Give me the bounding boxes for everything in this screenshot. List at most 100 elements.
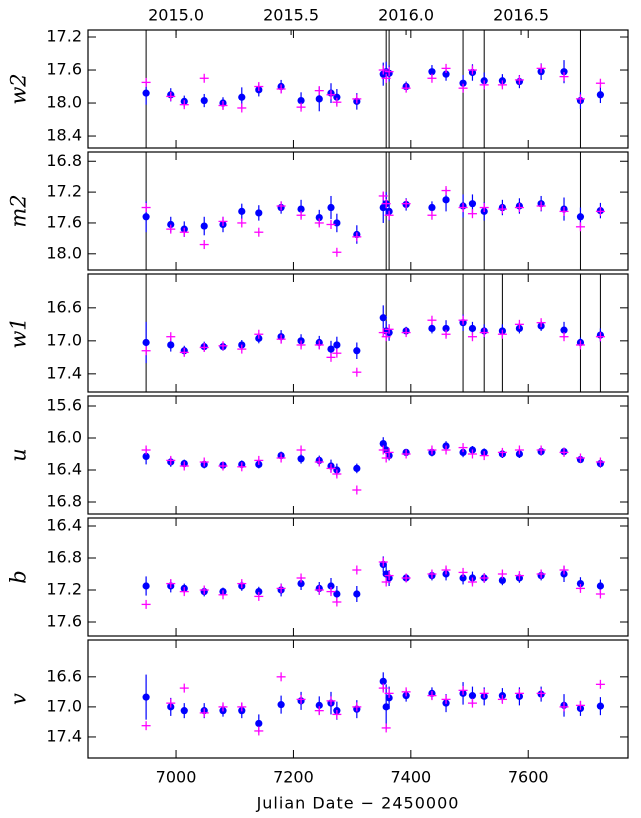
data-point — [385, 694, 393, 702]
cross-point — [384, 210, 394, 220]
data-point — [297, 96, 305, 105]
cross-point — [384, 688, 394, 698]
cross-point — [378, 445, 388, 455]
data-point — [238, 207, 246, 215]
data-point — [315, 701, 323, 709]
cross-point — [332, 348, 342, 358]
cross-point — [326, 219, 336, 229]
cross-point — [467, 209, 477, 219]
cross-point — [314, 585, 324, 595]
data-point — [560, 68, 568, 76]
cross-point — [141, 599, 151, 609]
y-tick-label: 16.6 — [46, 297, 82, 316]
x-tick-label: 7600 — [508, 768, 549, 787]
y-axis-label: b — [7, 570, 31, 583]
y-tick-label: 17.2 — [46, 580, 82, 599]
data-point — [142, 338, 150, 347]
cross-point — [536, 318, 546, 328]
data-point — [142, 452, 150, 460]
cross-point — [378, 191, 388, 201]
cross-point — [237, 579, 247, 589]
cross-point — [276, 201, 286, 211]
data-point — [333, 219, 341, 227]
cross-point — [595, 457, 605, 467]
cross-point — [332, 597, 342, 607]
cross-point — [458, 567, 468, 577]
cross-point — [479, 573, 489, 583]
cross-point — [179, 461, 189, 471]
data-point — [459, 574, 467, 582]
y-tick-label: 16.8 — [46, 548, 82, 567]
cross-point — [141, 346, 151, 356]
data-point — [200, 96, 208, 105]
cross-point — [559, 332, 569, 342]
cross-point — [378, 557, 388, 567]
cross-point — [199, 342, 209, 352]
cross-point — [254, 227, 264, 237]
data-point — [353, 347, 361, 355]
cross-point — [199, 240, 209, 250]
cross-point — [218, 590, 228, 600]
cross-point — [559, 702, 569, 712]
data-point — [468, 324, 477, 333]
data-point — [142, 89, 150, 97]
cross-point — [536, 569, 546, 579]
cross-point — [166, 224, 176, 234]
cross-point — [237, 702, 247, 712]
panel-frame — [87, 151, 629, 271]
cross-point — [199, 585, 209, 595]
cross-point — [595, 78, 605, 88]
y-tick-label: 18.0 — [46, 243, 82, 262]
cross-point — [314, 457, 324, 467]
cross-point — [378, 683, 388, 693]
panel-frame — [87, 395, 629, 515]
cross-point — [314, 340, 324, 350]
cross-point — [218, 216, 228, 226]
cross-point — [381, 332, 391, 342]
cross-point — [276, 583, 286, 593]
data-point — [315, 95, 323, 103]
data-point — [333, 93, 341, 101]
cross-point — [141, 445, 151, 455]
data-point — [315, 213, 323, 222]
cross-point — [332, 97, 342, 107]
data-point — [333, 341, 341, 349]
cross-point — [595, 679, 605, 689]
cross-point — [384, 67, 394, 77]
cross-point — [497, 204, 507, 214]
cross-point — [401, 573, 411, 583]
cross-point — [276, 672, 286, 682]
cross-point — [276, 84, 286, 94]
x-axis-label: Julian Date − 2450000 — [256, 794, 460, 813]
data-point — [327, 582, 335, 590]
cross-point — [199, 457, 209, 467]
cross-point — [199, 73, 209, 83]
cross-point — [179, 587, 189, 597]
cross-point — [536, 445, 546, 455]
panel-frame — [87, 29, 629, 149]
cross-point — [276, 453, 286, 463]
x-tick-label: 7200 — [273, 768, 314, 787]
y-tick-label: 15.6 — [46, 396, 82, 415]
data-point — [379, 314, 387, 322]
x-tick-label: 7400 — [390, 768, 431, 787]
cross-point — [401, 687, 411, 697]
cross-point — [479, 203, 489, 213]
data-point — [255, 209, 263, 217]
data-point — [255, 588, 263, 596]
cross-point — [514, 203, 524, 213]
data-point — [379, 440, 387, 448]
cross-point — [352, 232, 362, 242]
cross-point — [326, 587, 336, 597]
data-point — [442, 70, 450, 78]
cross-point — [536, 688, 546, 698]
cross-point — [314, 86, 324, 96]
cross-point — [401, 199, 411, 209]
cross-point — [536, 63, 546, 73]
cross-point — [458, 315, 468, 325]
y-tick-label: 16.6 — [46, 666, 82, 685]
data-point — [428, 203, 436, 212]
y-axis-label: w2 — [7, 73, 31, 104]
data-point — [442, 324, 450, 333]
cross-point — [254, 455, 264, 465]
